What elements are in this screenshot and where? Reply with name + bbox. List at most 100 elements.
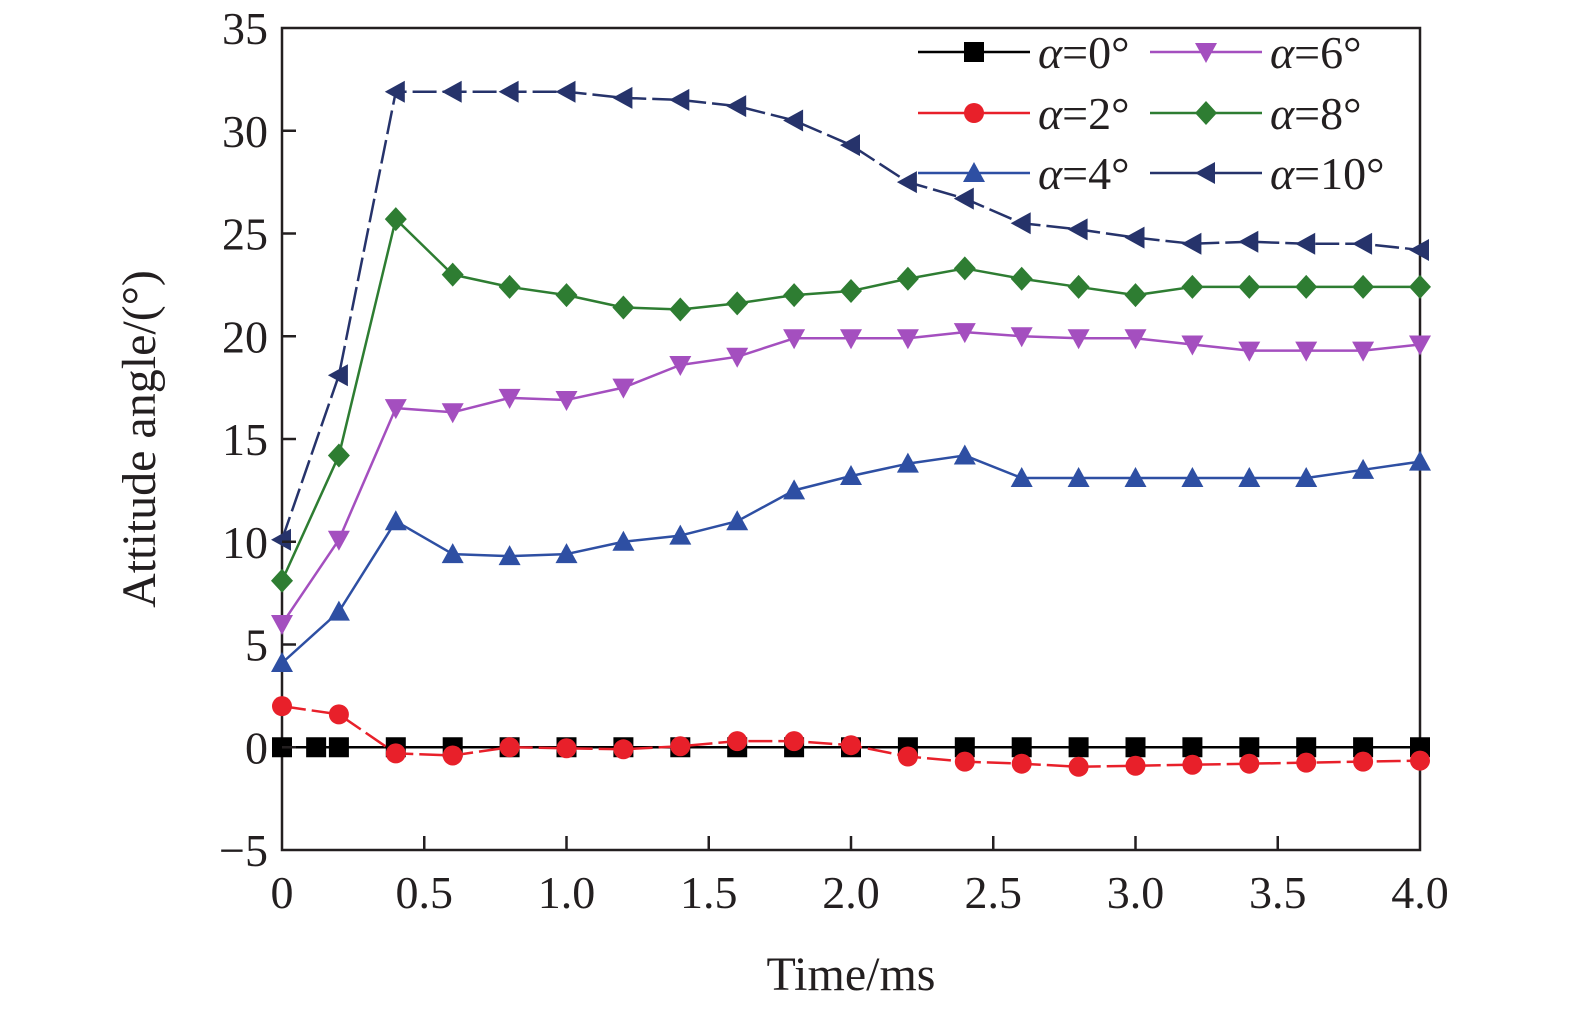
data-point — [612, 86, 633, 109]
series-line — [280, 90, 1421, 541]
legend-marker — [963, 162, 985, 182]
data-point — [1067, 467, 1090, 488]
data-point — [328, 704, 349, 725]
y-tick-label: 10 — [222, 517, 268, 568]
data-point — [896, 329, 919, 350]
legend-item: α=4° — [918, 148, 1130, 199]
data-point — [1011, 753, 1032, 774]
data-point — [840, 134, 860, 157]
data-point — [612, 530, 635, 551]
y-tick-label: 5 — [245, 620, 268, 671]
data-point — [1296, 752, 1317, 773]
data-point — [1295, 232, 1316, 255]
data-point — [669, 88, 690, 111]
data-point — [1181, 274, 1204, 299]
data-point — [1125, 755, 1146, 776]
data-point — [896, 452, 919, 473]
data-point — [1295, 467, 1318, 488]
legend-marker — [1195, 101, 1217, 125]
x-axis-title: Time/ms — [767, 948, 936, 1001]
data-point — [442, 745, 463, 766]
data-point — [1181, 335, 1204, 356]
data-point — [1409, 335, 1431, 356]
data-point — [669, 524, 692, 545]
data-point — [1124, 329, 1147, 350]
legend-item: α=8° — [1150, 88, 1362, 139]
data-point — [271, 651, 293, 672]
data-point — [271, 614, 293, 635]
data-point — [441, 403, 464, 424]
data-point — [555, 390, 578, 411]
x-tick-label: 4.0 — [1391, 867, 1449, 918]
data-point — [953, 444, 976, 465]
data-point — [1125, 737, 1146, 758]
data-point — [1352, 274, 1375, 299]
data-point — [384, 80, 405, 103]
y-tick-label: −5 — [219, 825, 268, 876]
data-point — [271, 568, 293, 593]
data-point — [556, 738, 577, 759]
legend-marker — [964, 42, 984, 62]
data-point — [1296, 737, 1317, 758]
data-point — [670, 736, 691, 757]
data-point — [555, 80, 576, 103]
plot-frame — [280, 26, 1422, 852]
data-point — [726, 291, 749, 316]
data-point — [1353, 737, 1374, 758]
y-tick-label: 35 — [222, 3, 268, 54]
series-2 — [271, 444, 1431, 672]
x-tick-label: 1.0 — [538, 867, 596, 918]
y-tick-label: 0 — [245, 722, 268, 773]
data-point — [1295, 341, 1318, 362]
y-axis-title: Attitude angle/(°) — [113, 270, 166, 608]
data-point — [1124, 467, 1147, 488]
legend-item: α=0° — [918, 27, 1130, 78]
data-point — [1182, 754, 1203, 775]
data-point — [783, 109, 804, 132]
data-point — [896, 266, 919, 291]
data-point — [384, 510, 407, 531]
data-point — [612, 378, 635, 399]
data-point — [1010, 266, 1033, 291]
x-tick-label: 2.5 — [965, 867, 1023, 918]
data-point — [897, 746, 918, 767]
data-point — [1353, 751, 1374, 772]
data-point — [726, 95, 747, 118]
data-point — [954, 737, 975, 758]
y-tick-label: 25 — [222, 209, 268, 260]
data-point — [441, 543, 464, 564]
data-point — [1067, 329, 1090, 350]
data-point — [327, 530, 350, 551]
legend-marker — [1195, 43, 1217, 63]
data-point — [783, 283, 806, 308]
data-point — [1295, 274, 1318, 299]
data-point — [271, 528, 291, 551]
data-point — [1238, 467, 1261, 488]
series-4 — [271, 207, 1431, 593]
data-point — [498, 545, 521, 566]
data-point — [784, 731, 805, 752]
series-layer — [271, 80, 1431, 777]
legend-label: α=6° — [1270, 27, 1362, 78]
x-tick-label: 3.0 — [1107, 867, 1165, 918]
data-point — [613, 739, 634, 760]
data-point — [441, 262, 464, 287]
data-point — [1068, 737, 1089, 758]
legend-label: α=0° — [1038, 27, 1130, 78]
data-point — [1239, 753, 1260, 774]
data-point — [555, 543, 578, 564]
x-tick-label: 0 — [271, 867, 294, 918]
data-point — [1409, 274, 1431, 299]
data-point — [954, 751, 975, 772]
legend-item: α=2° — [918, 88, 1130, 139]
y-axis: −5 0 5 10 15 20 25 30 35 — [219, 3, 296, 876]
data-point — [1067, 218, 1088, 241]
data-point — [1010, 327, 1033, 348]
data-point — [840, 329, 862, 350]
data-point — [1238, 230, 1259, 253]
data-point — [1352, 232, 1373, 255]
data-point — [1238, 274, 1261, 299]
legend-item: α=10° — [1150, 148, 1385, 199]
data-point — [384, 207, 407, 232]
